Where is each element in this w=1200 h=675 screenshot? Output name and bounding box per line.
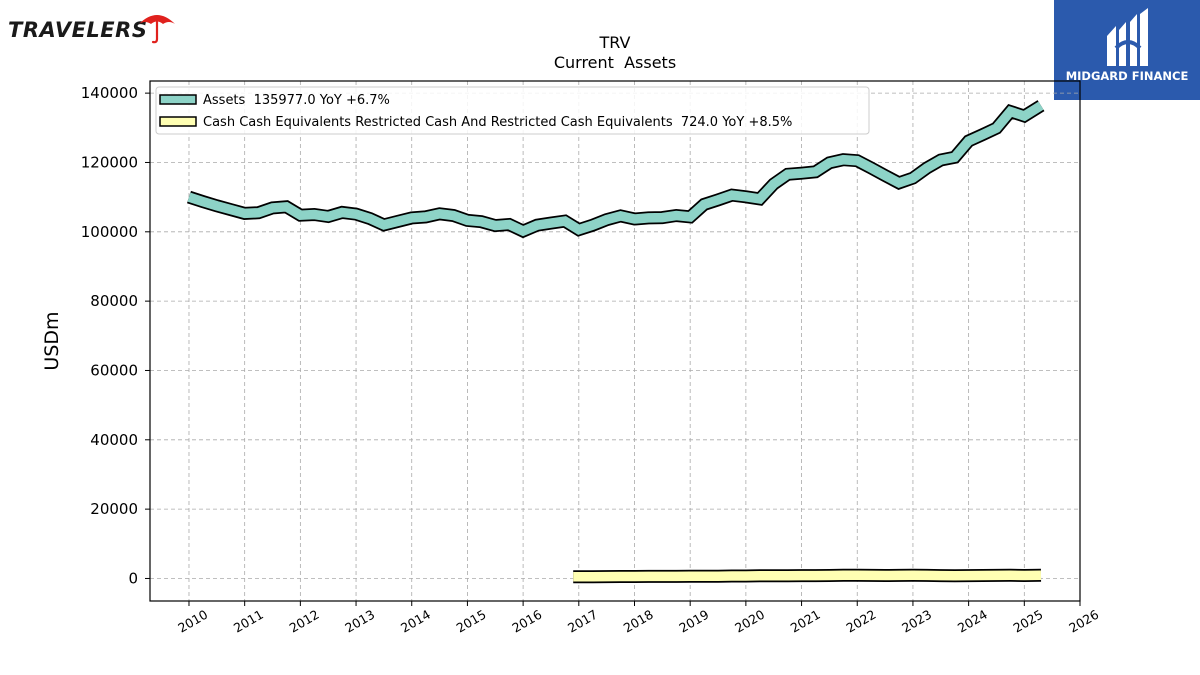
x-tick-label: 2018 <box>621 607 656 636</box>
y-axis: 0 20000 40000 60000 80000 100000 120000 140000 <box>81 84 150 587</box>
midgard-logo-text: MIDGARD FINANCE <box>1065 69 1189 83</box>
series-layer <box>186 100 1045 584</box>
y-tick-label: 120000 <box>81 153 138 171</box>
x-tick-label: 2015 <box>454 607 489 636</box>
plot-frame <box>149 80 1081 602</box>
travelers-logo: TRAVELERS <box>8 8 178 44</box>
x-tick-label: 2011 <box>231 607 266 636</box>
x-tick-label: 2014 <box>398 607 433 636</box>
x-tick-label: 2013 <box>342 607 377 636</box>
x-tick-label: 2012 <box>287 607 322 636</box>
x-tick-label: 2023 <box>899 607 934 636</box>
x-tick-label: 2026 <box>1066 607 1101 636</box>
x-tick-label: 2022 <box>843 607 878 636</box>
legend-entry-assets: Assets 135977.0 YoY +6.7% <box>203 93 390 108</box>
x-tick-label: 2019 <box>676 607 711 636</box>
midgard-finance-logo: MIDGARD FINANCE <box>1054 0 1200 100</box>
midgard-emblem-icon <box>1107 8 1148 66</box>
legend-entry-cash: Cash Cash Equivalents Restricted Cash An… <box>203 115 792 130</box>
x-tick-label: 2017 <box>565 607 600 636</box>
series-line-0 <box>187 101 1044 237</box>
y-axis-label: USDm <box>41 311 63 370</box>
chart-subtitle: Current Assets <box>554 53 676 72</box>
series-line-1 <box>573 570 1042 582</box>
y-tick-label: 0 <box>128 569 138 587</box>
x-axis: 2010 2011 2012 2013 2014 2015 2016 2017 2018 2019… <box>175 601 1101 636</box>
y-tick-label: 20000 <box>90 500 138 518</box>
y-tick-label: 80000 <box>90 292 138 310</box>
y-tick-label: 140000 <box>81 84 138 102</box>
x-tick-label: 2021 <box>788 607 823 636</box>
x-tick-label: 2020 <box>732 607 767 636</box>
x-tick-label: 2016 <box>509 607 544 636</box>
y-tick-label: 100000 <box>81 223 138 241</box>
x-tick-label: 2010 <box>175 607 210 636</box>
legend-swatch-assets <box>159 94 197 105</box>
chart-title: TRV <box>599 33 631 52</box>
y-tick-label: 40000 <box>90 431 138 449</box>
legend-swatch-cash <box>159 116 197 127</box>
x-tick-label: 2025 <box>1011 607 1046 636</box>
legend: Assets 135977.0 YoY +6.7% Cash Cash Equi… <box>155 86 870 135</box>
legend-frame <box>155 86 870 135</box>
travelers-logo-text: TRAVELERS <box>8 18 148 42</box>
umbrella-icon <box>139 15 175 44</box>
x-tick-label: 2024 <box>955 607 990 636</box>
y-tick-label: 60000 <box>90 361 138 379</box>
